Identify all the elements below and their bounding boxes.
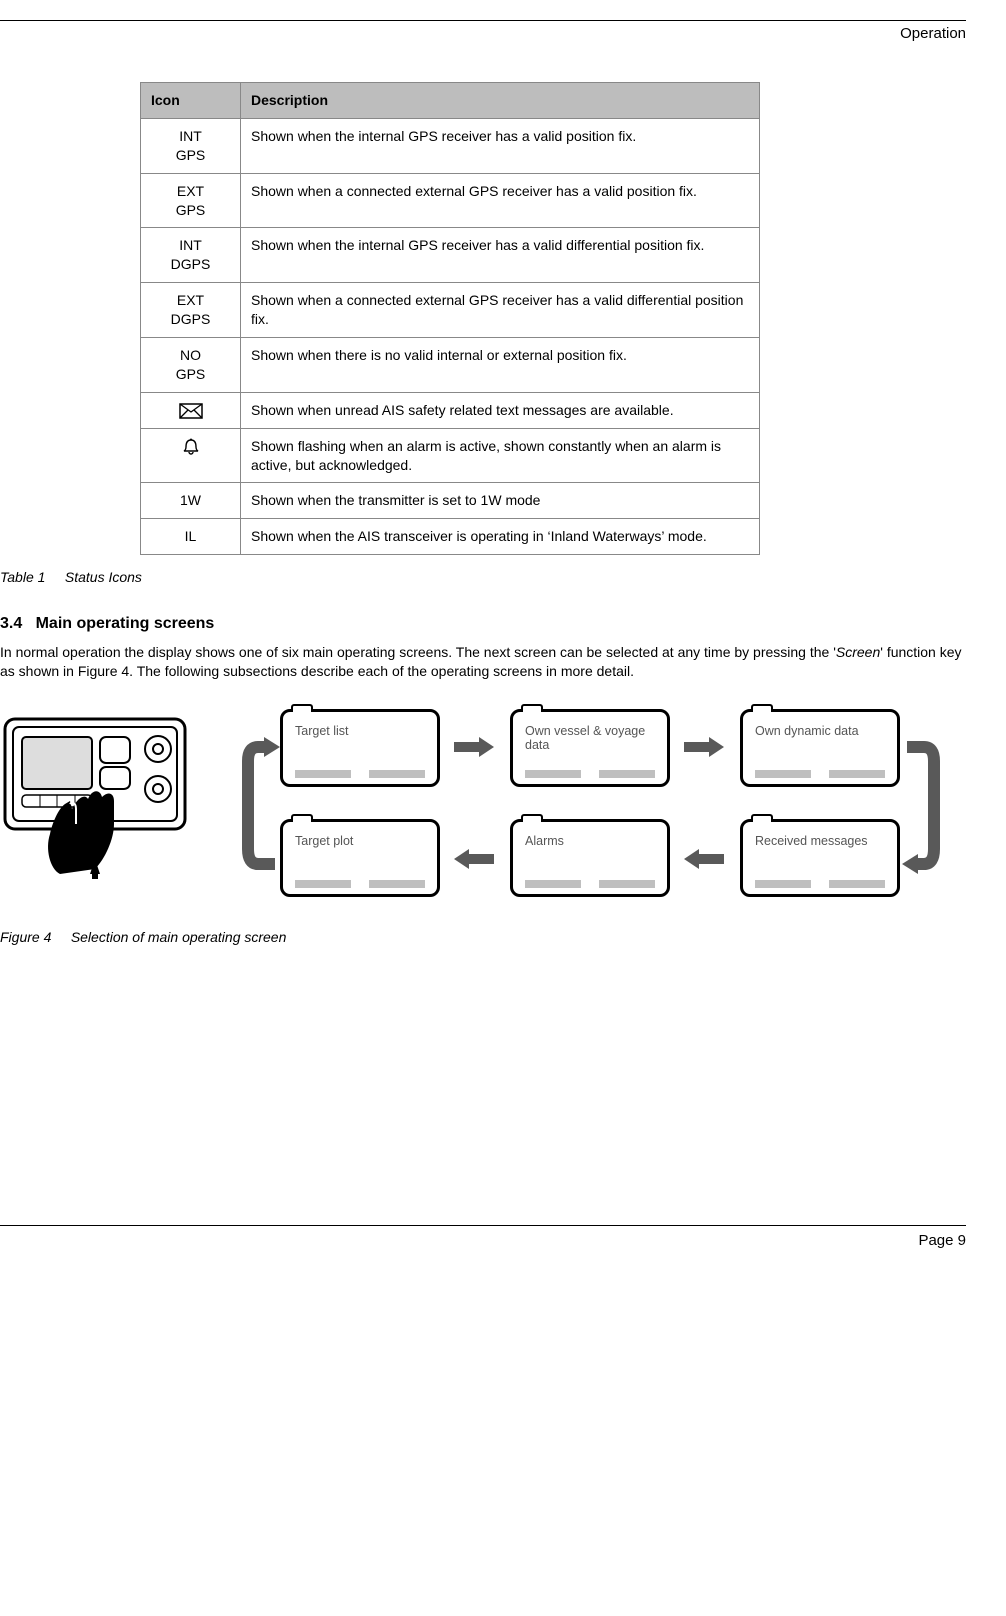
desc-cell: Shown when the internal GPS receiver has… — [241, 228, 760, 283]
desc-cell: Shown when a connected external GPS rece… — [241, 173, 760, 228]
loop-arrow-icon — [240, 729, 280, 884]
page-number: Page 9 — [0, 1232, 966, 1249]
screen-own-vessel-voyage: Own vessel & voyage data — [510, 709, 670, 787]
status-icons-table: Icon Description INT GPS Shown when the … — [140, 82, 760, 555]
desc-cell: Shown when a connected external GPS rece… — [241, 283, 760, 338]
desc-cell: Shown when unread AIS safety related tex… — [241, 392, 760, 428]
envelope-icon — [179, 403, 203, 419]
arrow-right-icon — [684, 737, 724, 757]
table-row: INT GPS Shown when the internal GPS rece… — [141, 118, 760, 173]
page-header-label: Operation — [0, 25, 966, 42]
icon-cell-ext-dgps: EXT DGPS — [141, 283, 241, 338]
table-row: INT DGPS Shown when the internal GPS rec… — [141, 228, 760, 283]
table-row: EXT DGPS Shown when a connected external… — [141, 283, 760, 338]
desc-cell: Shown when the AIS transceiver is operat… — [241, 519, 760, 555]
table-row: NO GPS Shown when there is no valid inte… — [141, 338, 760, 393]
screen-target-plot: Target plot — [280, 819, 440, 897]
device-illustration — [0, 709, 210, 879]
icon-cell-int-gps: INT GPS — [141, 118, 241, 173]
bell-icon — [181, 438, 201, 456]
icon-cell-no-gps: NO GPS — [141, 338, 241, 393]
table-row: Shown when unread AIS safety related tex… — [141, 392, 760, 428]
col-header-icon: Icon — [141, 83, 241, 119]
figure-4-wrap: Target list Own vessel & voyage data Own… — [0, 709, 966, 909]
screen-flow-diagram: Target list Own vessel & voyage data Own… — [240, 709, 940, 909]
table-row: IL Shown when the AIS transceiver is ope… — [141, 519, 760, 555]
icon-cell-il: IL — [141, 519, 241, 555]
desc-cell: Shown when there is no valid internal or… — [241, 338, 760, 393]
arrow-left-icon — [454, 849, 494, 869]
section-body: In normal operation the display shows on… — [0, 643, 966, 681]
icon-cell-1w: 1W — [141, 483, 241, 519]
desc-cell: Shown when the internal GPS receiver has… — [241, 118, 760, 173]
table-caption: Table 1 Status Icons — [0, 569, 966, 585]
col-header-description: Description — [241, 83, 760, 119]
desc-cell: Shown flashing when an alarm is active, … — [241, 428, 760, 483]
icon-cell-int-dgps: INT DGPS — [141, 228, 241, 283]
arrow-left-icon — [684, 849, 724, 869]
table-row: EXT GPS Shown when a connected external … — [141, 173, 760, 228]
loop-arrow-icon — [902, 729, 942, 884]
screen-own-dynamic: Own dynamic data — [740, 709, 900, 787]
screen-target-list: Target list — [280, 709, 440, 787]
screen-alarms: Alarms — [510, 819, 670, 897]
status-icons-table-wrap: Icon Description INT GPS Shown when the … — [140, 82, 760, 555]
table-row: 1W Shown when the transmitter is set to … — [141, 483, 760, 519]
icon-cell-ext-gps: EXT GPS — [141, 173, 241, 228]
section-heading: 3.4 Main operating screens — [0, 615, 966, 633]
icon-cell-envelope — [141, 392, 241, 428]
figure-caption: Figure 4 Selection of main operating scr… — [0, 929, 966, 945]
screen-received-messages: Received messages — [740, 819, 900, 897]
icon-cell-bell — [141, 428, 241, 483]
desc-cell: Shown when the transmitter is set to 1W … — [241, 483, 760, 519]
arrow-right-icon — [454, 737, 494, 757]
table-row: Shown flashing when an alarm is active, … — [141, 428, 760, 483]
device-icon — [0, 709, 210, 879]
